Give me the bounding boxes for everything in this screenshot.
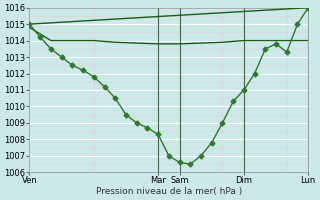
X-axis label: Pression niveau de la mer( hPa ): Pression niveau de la mer( hPa ) xyxy=(96,187,242,196)
